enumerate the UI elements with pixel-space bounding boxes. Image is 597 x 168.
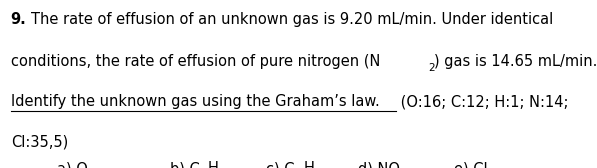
Text: The rate of effusion of an unknown gas is 9.20 mL/min. Under identical: The rate of effusion of an unknown gas i… [31, 12, 553, 27]
Text: a) O: a) O [57, 161, 88, 168]
Text: e) Cl: e) Cl [454, 161, 487, 168]
Text: H: H [303, 161, 315, 168]
Text: 9.: 9. [11, 12, 26, 27]
Text: Identify the unknown gas using the Graham’s law.: Identify the unknown gas using the Graha… [11, 94, 380, 109]
Text: d) NO: d) NO [358, 161, 400, 168]
Text: (O:16; C:12; H:1; N:14;: (O:16; C:12; H:1; N:14; [396, 94, 568, 109]
Text: b) C: b) C [170, 161, 200, 168]
Text: Cl:35,5): Cl:35,5) [11, 134, 68, 149]
Text: H: H [208, 161, 219, 168]
Text: c) C: c) C [266, 161, 294, 168]
Text: 2: 2 [428, 63, 435, 73]
Text: ) gas is 14.65 mL/min.: ) gas is 14.65 mL/min. [433, 54, 597, 69]
Text: conditions, the rate of effusion of pure nitrogen (N: conditions, the rate of effusion of pure… [11, 54, 380, 69]
